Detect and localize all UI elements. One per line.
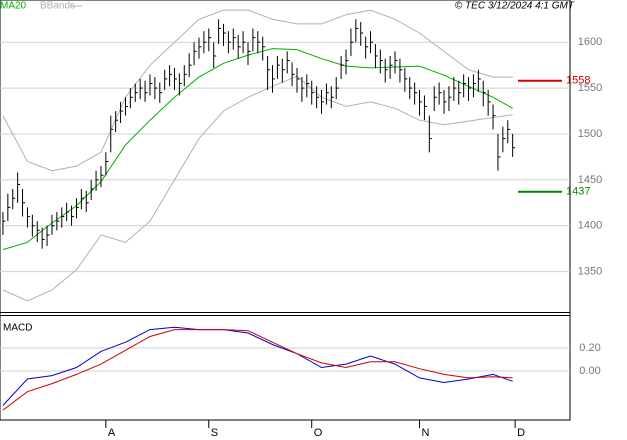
legend-bands: BBands: [40, 1, 75, 12]
legend-ma: MA20: [0, 1, 27, 12]
y-tick-label: 1350: [578, 266, 602, 278]
bband-upper: [2, 9, 513, 172]
y-tick-label: 1400: [578, 220, 602, 232]
y-tick-label: 1550: [578, 82, 602, 94]
y-tick-label: 1600: [578, 36, 602, 48]
macd-line: [2, 326, 513, 406]
y-tick-label: 1500: [578, 128, 602, 140]
panel-title: MACD: [3, 323, 32, 334]
bband-lower: [2, 75, 513, 302]
y-tick-label: 0.00: [579, 365, 600, 377]
copyright: © TEC 3/12/2024 4:1 GMT: [455, 1, 575, 12]
x-tick-label: S: [211, 427, 218, 439]
y-tick-label: 0.20: [579, 342, 600, 354]
x-tick-label: O: [314, 427, 323, 439]
x-tick-label: N: [422, 427, 430, 439]
plot-frame: [0, 0, 571, 421]
x-tick-label: A: [108, 427, 116, 439]
x-tick-label: D: [517, 427, 525, 439]
y-tick-label: 1450: [578, 174, 602, 186]
macd-line: [2, 329, 513, 411]
ma-line: [2, 48, 513, 251]
level-label: 1437: [566, 186, 590, 198]
level-label: 1558: [566, 75, 590, 87]
